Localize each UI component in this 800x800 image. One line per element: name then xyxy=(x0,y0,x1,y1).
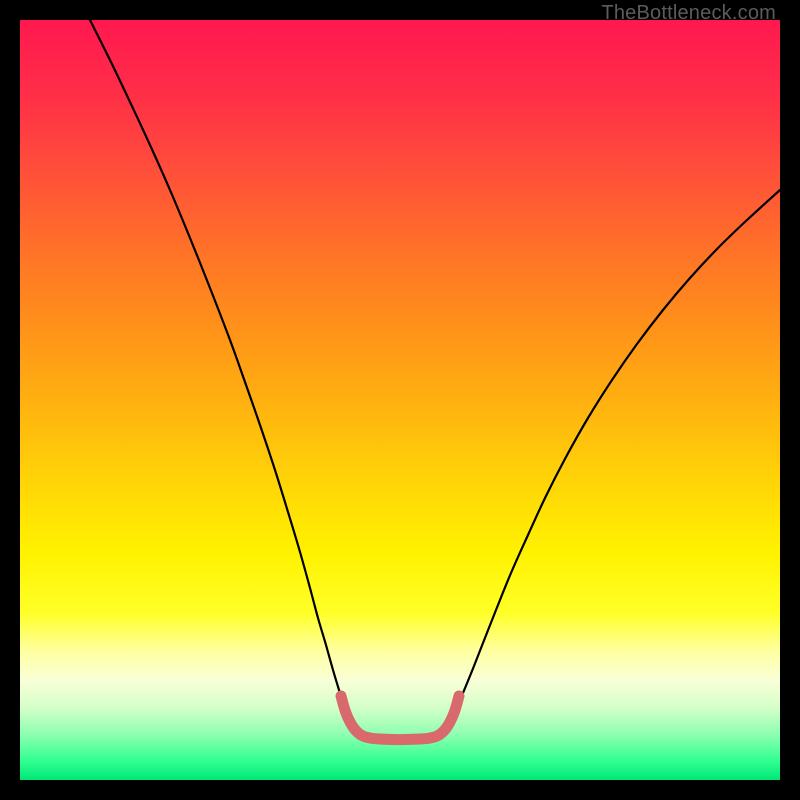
bottom-highlight xyxy=(341,696,459,740)
chart-container: TheBottleneck.com xyxy=(0,0,800,800)
curve-layer xyxy=(20,20,780,780)
watermark-text: TheBottleneck.com xyxy=(601,2,776,25)
bottleneck-curve xyxy=(90,20,780,740)
plot-area xyxy=(20,20,780,780)
